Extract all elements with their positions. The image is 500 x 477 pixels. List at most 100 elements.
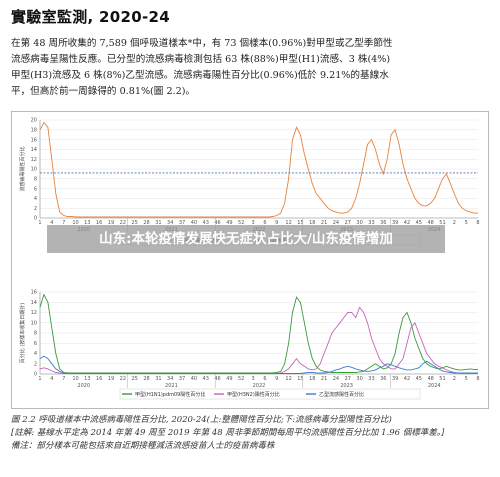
x-tick-label: 12	[285, 220, 291, 226]
x-tick-label: 8	[476, 220, 479, 226]
x-tick-label: 25	[132, 220, 138, 226]
x-tick-label: 13	[84, 376, 90, 382]
x-tick-label: 25	[132, 376, 138, 382]
x-tick-label: 34	[167, 376, 173, 382]
y-tick-label: 8	[34, 331, 37, 337]
y-axis-label: 流感病毒陽性百分比	[19, 146, 26, 191]
y-tick-label: 4	[34, 196, 37, 202]
y-tick-label: 12	[31, 310, 37, 316]
x-tick-label: 43	[203, 376, 209, 382]
x-tick-label: 6	[263, 220, 266, 226]
y-tick-label: 10	[31, 320, 37, 326]
x-tick-label: 3	[251, 220, 254, 226]
year-label: 2021	[165, 383, 178, 389]
x-tick-label: 6	[263, 376, 266, 382]
figure-caption: 圖 2.2 呼吸道樣本中流感病毒陽性百分比, 2020-24(上:整體陽性百分比…	[11, 414, 495, 453]
x-tick-label: 52	[238, 220, 244, 226]
x-tick-label: 51	[439, 220, 445, 226]
x-tick-label: 52	[238, 376, 244, 382]
summary-paragraph: 在第 48 周所收集的 7,589 個呼吸道樣本*中，有 73 個樣本(0.96…	[11, 36, 491, 100]
y-tick-label: 0	[34, 372, 37, 378]
x-tick-label: 37	[179, 376, 185, 382]
x-tick-label: 39	[392, 220, 398, 226]
x-tick-label: 33	[368, 376, 374, 382]
caption-line: 圖 2.2 呼吸道樣本中流感病毒陽性百分比, 2020-24(上:整體陽性百分比…	[11, 415, 392, 425]
x-tick-label: 27	[345, 376, 351, 382]
y-tick-label: 8	[34, 177, 37, 183]
year-label: 2024	[428, 383, 441, 389]
x-tick-label: 42	[404, 376, 410, 382]
x-tick-label: 36	[380, 376, 386, 382]
series-line	[39, 293, 478, 374]
x-tick-label: 49	[226, 376, 232, 382]
x-tick-label: 1	[38, 220, 41, 226]
y-tick-label: 2	[34, 206, 37, 212]
x-tick-label: 16	[96, 376, 102, 382]
page-title: 實驗室監測, 2020-24	[11, 8, 170, 26]
y-tick-label: 16	[31, 137, 37, 143]
x-tick-label: 34	[167, 220, 173, 226]
x-tick-label: 12	[285, 376, 291, 382]
x-tick-label: 13	[84, 220, 90, 226]
legend-label: 乙型流感陽性百分比	[319, 391, 364, 398]
paragraph-line: 平，但高於前一周錄得的 0.81%(圖 2.2)。	[11, 86, 196, 97]
x-tick-label: 4	[50, 376, 53, 382]
x-tick-label: 7	[62, 376, 65, 382]
y-tick-label: 6	[34, 186, 37, 192]
x-tick-label: 46	[214, 376, 220, 382]
y-tick-label: 12	[31, 157, 37, 163]
y-tick-label: 0	[34, 216, 37, 222]
caption-line: 備注：部分樣本可能包括來自近期接種減活流感疫苗人士的疫苗病毒株	[11, 441, 275, 451]
y-tick-label: 18	[31, 128, 37, 134]
x-tick-label: 10	[72, 376, 78, 382]
paragraph-line: 流感病毒呈陽性反應。已分型的流感病毒檢測包括 63 株(88%)甲型(H1)流感…	[11, 54, 391, 65]
x-tick-label: 19	[108, 376, 114, 382]
x-tick-label: 8	[476, 376, 479, 382]
x-tick-label: 46	[214, 220, 220, 226]
y-tick-label: 14	[31, 300, 37, 306]
x-tick-label: 9	[275, 376, 278, 382]
y-axis-label: 百分比 (按樣本收集日期計)	[19, 303, 26, 364]
x-tick-label: 28	[143, 376, 149, 382]
legend-label: 甲型(H1N1)pdm09陽性百分比	[135, 391, 205, 398]
year-label: 2020	[77, 383, 90, 389]
x-tick-label: 18	[309, 220, 315, 226]
x-tick-label: 49	[226, 220, 232, 226]
x-tick-label: 21	[321, 220, 327, 226]
x-tick-label: 28	[143, 220, 149, 226]
x-tick-label: 3	[251, 376, 254, 382]
y-tick-label: 16	[31, 290, 37, 296]
series-line	[39, 355, 478, 374]
y-tick-label: 20	[31, 118, 37, 124]
x-tick-label: 1	[38, 376, 41, 382]
x-tick-label: 30	[356, 376, 362, 382]
y-tick-label: 4	[34, 351, 37, 357]
y-tick-label: 10	[31, 167, 37, 173]
x-tick-label: 15	[297, 220, 303, 226]
legend-label: 甲型(H3N2)陽性百分比	[227, 391, 280, 398]
x-tick-label: 24	[333, 220, 339, 226]
x-tick-label: 31	[155, 376, 161, 382]
x-tick-label: 4	[50, 220, 53, 226]
x-tick-label: 22	[120, 220, 126, 226]
y-tick-label: 6	[34, 341, 37, 347]
paragraph-line: 在第 48 周所收集的 7,589 個呼吸道樣本*中，有 73 個樣本(0.96…	[11, 38, 393, 49]
y-tick-label: 2	[34, 361, 37, 367]
year-label: 2022	[253, 383, 266, 389]
series-line	[39, 121, 478, 218]
x-tick-label: 2	[453, 220, 456, 226]
x-tick-label: 45	[416, 376, 422, 382]
paragraph-line: 甲型(H3)流感及 6 株(8%)乙型流感。流感病毒陽性百分比(0.96%)低於…	[11, 70, 389, 81]
x-tick-label: 37	[179, 220, 185, 226]
x-tick-label: 48	[427, 376, 433, 382]
x-tick-label: 30	[356, 220, 362, 226]
overlay-banner[interactable]: 山东:本轮疫情发展快无症状占比大/山东疫情增加	[47, 225, 445, 253]
x-tick-label: 48	[427, 220, 433, 226]
x-tick-label: 7	[62, 220, 65, 226]
figure-frame: 0 2 4 6 8 10 12 14 16 18 20 流感病毒陽性百分比 1 4 7 10 13 16 19 22 2…	[11, 111, 489, 409]
x-tick-label: 15	[297, 376, 303, 382]
x-tick-label: 24	[333, 376, 339, 382]
x-tick-label: 22	[120, 376, 126, 382]
